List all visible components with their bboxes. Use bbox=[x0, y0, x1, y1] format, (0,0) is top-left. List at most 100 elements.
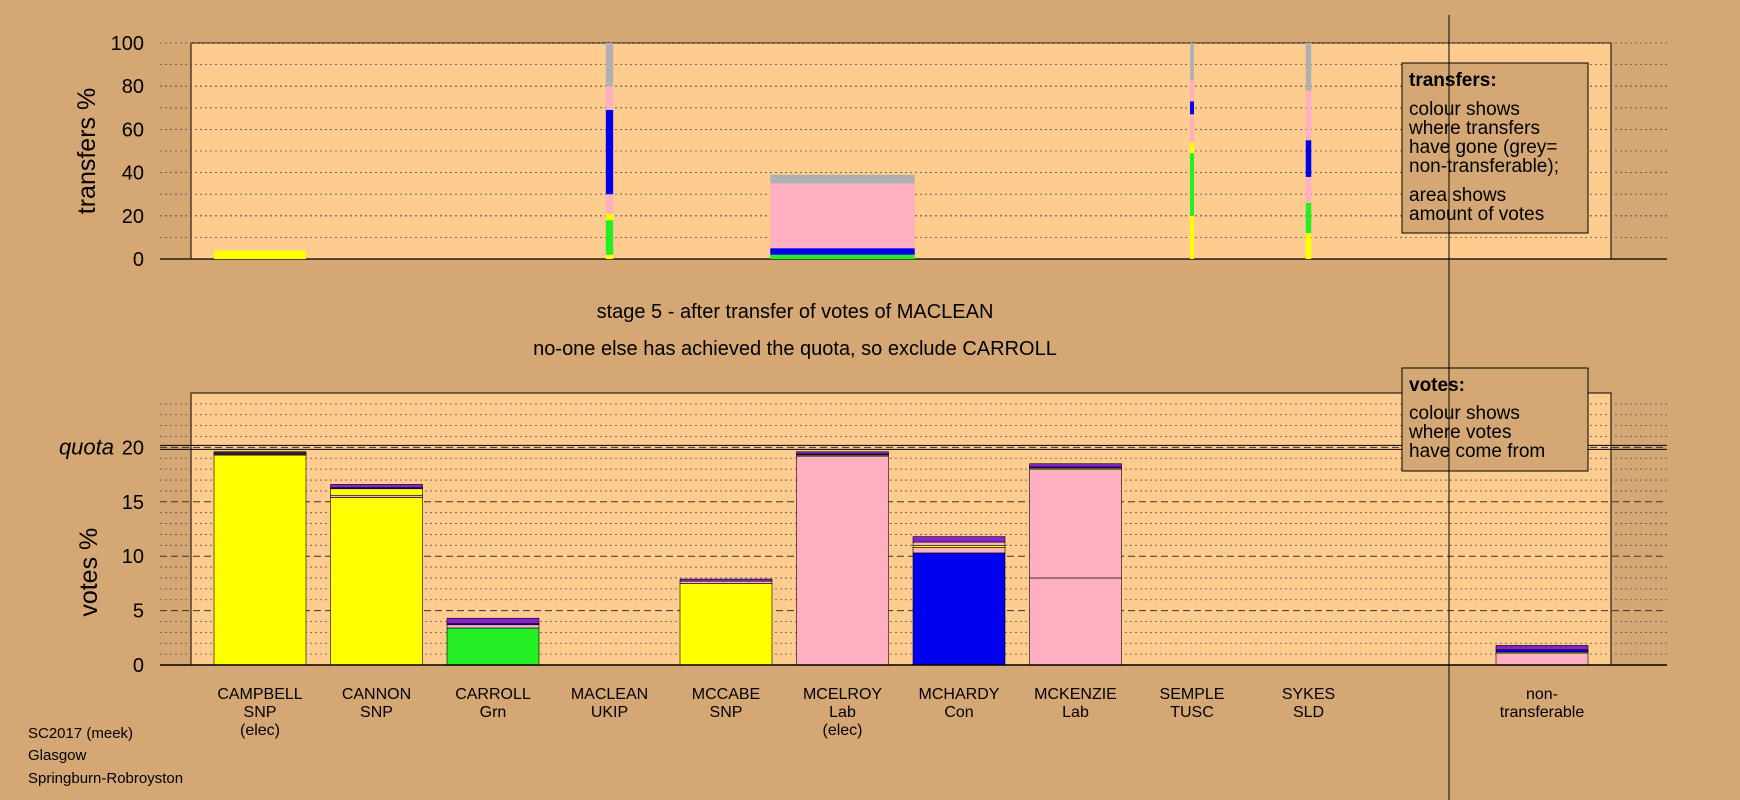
nontransferable-label: non- bbox=[1526, 686, 1558, 703]
candidate-name-label: SYKES bbox=[1282, 686, 1335, 703]
transfer-segment bbox=[605, 194, 614, 214]
vote-segment bbox=[912, 541, 1006, 546]
candidate-name-label: SEMPLE bbox=[1160, 686, 1225, 703]
vote-segment bbox=[330, 497, 423, 666]
vote-segment bbox=[679, 580, 773, 584]
transfer-segment bbox=[1305, 140, 1312, 177]
footer-election: SC2017 (meek) bbox=[28, 725, 133, 742]
candidate-elected-label: (elec) bbox=[240, 722, 280, 739]
candidate-party-label: TUSC bbox=[1170, 704, 1214, 721]
vote-segment bbox=[1029, 468, 1122, 579]
vote-segment bbox=[912, 552, 1006, 666]
vote-segment bbox=[912, 545, 1006, 548]
votes-tick-label: 5 bbox=[133, 601, 144, 623]
transfer-segment bbox=[1190, 43, 1194, 80]
nontransferable-segment bbox=[1495, 645, 1589, 651]
legend-transfers-line: area shows bbox=[1409, 185, 1506, 206]
votes-tick-label: 10 bbox=[122, 546, 144, 568]
vote-segment bbox=[330, 484, 423, 488]
candidate-party-label: Lab bbox=[1062, 704, 1089, 721]
vote-segment bbox=[446, 617, 540, 624]
candidate-party-label: SLD bbox=[1293, 704, 1324, 721]
transfer-segment bbox=[1305, 233, 1312, 259]
transfer-segment bbox=[1190, 101, 1194, 115]
transfers-tick-label: 80 bbox=[122, 76, 144, 98]
stage-subheading: no-one else has achieved the quota, so e… bbox=[533, 338, 1057, 360]
nontransferable-segment bbox=[1495, 652, 1589, 666]
votes-tick-label: 0 bbox=[133, 655, 144, 677]
transfer-segment bbox=[1305, 202, 1312, 234]
candidate-name-label: MCHARDY bbox=[919, 686, 1000, 703]
transfers-tick-label: 40 bbox=[122, 163, 144, 185]
transfer-segment bbox=[770, 183, 915, 249]
legend-transfers-title: transfers: bbox=[1409, 70, 1497, 91]
candidate-name-label: CAMPBELL bbox=[217, 686, 302, 703]
votes-tick-label: 20 bbox=[122, 437, 144, 459]
legend-votes-line: have come from bbox=[1409, 441, 1545, 462]
candidate-name-label: MCCABE bbox=[692, 686, 760, 703]
vote-segment bbox=[912, 547, 1006, 554]
vote-segment bbox=[213, 451, 307, 454]
nontransferable-segment bbox=[1495, 649, 1589, 653]
votes-axis-label: votes % bbox=[75, 528, 103, 617]
transfer-segment bbox=[1305, 176, 1312, 203]
transfer-segment bbox=[605, 109, 614, 195]
transfer-segment bbox=[1190, 142, 1194, 154]
candidate-name-label: MACLEAN bbox=[571, 686, 648, 703]
vote-segment bbox=[1029, 577, 1122, 666]
vote-segment bbox=[679, 578, 773, 582]
votes-tick-label: 15 bbox=[122, 492, 144, 514]
transfer-segment bbox=[1305, 90, 1312, 141]
footer-ward: Springburn-Robroyston bbox=[28, 770, 183, 787]
transfer-segment bbox=[605, 86, 614, 110]
transfer-segment bbox=[605, 213, 614, 221]
candidate-party-label: Lab bbox=[829, 704, 856, 721]
transfers-tick-label: 60 bbox=[122, 119, 144, 141]
candidate-party-label: SNP bbox=[710, 704, 743, 721]
legend-votes-line: colour shows bbox=[1409, 403, 1520, 424]
transfer-segment bbox=[605, 254, 614, 259]
quota-label: quota bbox=[59, 434, 114, 459]
transfer-segment bbox=[1190, 215, 1194, 259]
legend-transfers: transfers: colour shows where transfers … bbox=[1401, 62, 1589, 234]
vote-segment bbox=[912, 536, 1006, 543]
transfers-tick-label: 100 bbox=[111, 33, 144, 55]
candidate-elected-label: (elec) bbox=[822, 722, 862, 739]
legend-transfers-line: amount of votes bbox=[1409, 204, 1544, 225]
transfer-segment bbox=[1190, 153, 1194, 216]
vote-segment bbox=[1029, 463, 1122, 468]
vote-segment bbox=[446, 627, 540, 666]
transfer-segment bbox=[770, 174, 915, 184]
transfer-segment bbox=[605, 220, 614, 255]
transfers-chart: 0 20 40 60 80 100 transfers % bbox=[73, 33, 1667, 271]
stage-heading: stage 5 - after transfer of votes of MAC… bbox=[597, 301, 994, 323]
vote-segment bbox=[213, 454, 307, 666]
candidate-name-label: MCKENZIE bbox=[1034, 686, 1117, 703]
vote-segment bbox=[446, 624, 540, 629]
transfer-segment bbox=[770, 248, 915, 255]
transfer-segment bbox=[605, 43, 614, 87]
transfers-axis-label: transfers % bbox=[73, 88, 101, 214]
vote-segment bbox=[796, 451, 889, 455]
vote-segment bbox=[330, 488, 423, 496]
candidate-party-label: Con bbox=[944, 704, 973, 721]
candidate-name-label: CANNON bbox=[342, 686, 411, 703]
candidate-party-label: UKIP bbox=[591, 704, 628, 721]
candidate-party-label: SNP bbox=[360, 704, 393, 721]
transfer-segment bbox=[1305, 43, 1312, 91]
transfers-tick-label: 20 bbox=[122, 206, 144, 228]
transfer-segment bbox=[1190, 114, 1194, 143]
legend-votes: votes: colour shows where votes have com… bbox=[1401, 367, 1589, 472]
nontransferable-label: transferable bbox=[1500, 704, 1585, 721]
transfer-segment bbox=[214, 250, 306, 259]
candidate-party-label: SNP bbox=[244, 704, 277, 721]
legend-transfers-line: colour shows bbox=[1409, 99, 1520, 120]
candidate-name-label: MCELROY bbox=[803, 686, 882, 703]
votes-plot-area bbox=[190, 392, 1612, 666]
legend-votes-line: where votes bbox=[1408, 422, 1511, 443]
vote-segment bbox=[330, 494, 423, 498]
candidate-name-label: CARROLL bbox=[455, 686, 531, 703]
footer-council: Glasgow bbox=[28, 747, 87, 764]
legend-votes-title: votes: bbox=[1409, 375, 1465, 396]
